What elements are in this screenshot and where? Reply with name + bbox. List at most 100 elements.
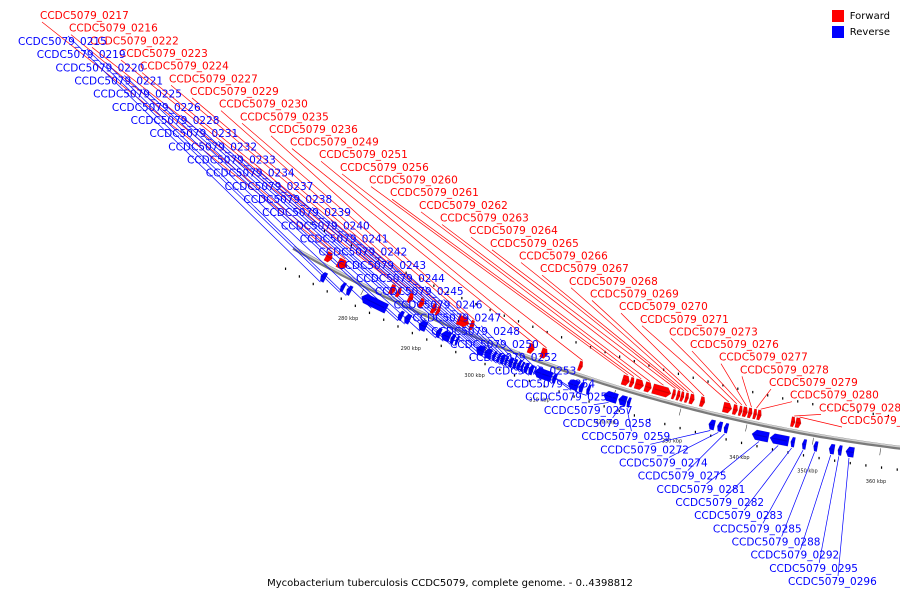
gene-shade <box>690 398 695 401</box>
guide-dot <box>461 296 463 300</box>
gene-arrow-CCDC5079_0271 <box>721 401 733 414</box>
gene-label-CCDC5079_0248: CCDC5079_0248 <box>431 326 520 338</box>
scale-tick-label: 320 kbp <box>595 419 615 425</box>
guide-dot <box>812 402 814 406</box>
gene-shade <box>419 323 426 328</box>
gene-arrow-CCDC5079_0273 <box>731 404 738 416</box>
gene-arrow-CCDC5079_0246 <box>519 361 526 373</box>
leader-line-CCDC5079_0230 <box>220 110 442 306</box>
legend-entry-reverse: Reverse <box>831 24 890 40</box>
gene-shade <box>397 291 401 294</box>
guide-dot <box>797 400 799 403</box>
gene-shade <box>846 450 854 454</box>
gene-arrow-CCDC5079_0255 <box>585 384 592 396</box>
guide-dot <box>419 278 421 281</box>
gene-shade <box>604 394 617 399</box>
gene-label-CCDC5079_0295: CCDC5079_0295 <box>769 563 858 575</box>
guide-dot <box>604 350 606 354</box>
guide-dot <box>546 330 548 334</box>
gene-arrow-CCDC5079_0247 <box>523 362 530 374</box>
gene-shade <box>326 255 332 260</box>
leader-line-CCDC5079_0266 <box>520 262 681 391</box>
guide-dot <box>849 461 851 465</box>
gene-arrow-CCDC5079_0264 <box>651 383 672 398</box>
gene-shade <box>520 365 524 368</box>
gene-shade <box>654 388 670 394</box>
guide-dot <box>588 400 590 403</box>
guide-dot <box>573 395 575 398</box>
scale-tick-label: 290 kbp <box>401 346 421 352</box>
leader-line-CCDC5079_0273 <box>670 338 737 405</box>
gene-arrow-CCDC5079_0241 <box>499 353 507 365</box>
gene-arrow-CCDC5079_0278 <box>746 407 753 419</box>
gene-label-CCDC5079_0282: CCDC5079_0282 <box>675 497 764 509</box>
gene-arrow-CCDC5079_0253 <box>567 379 581 392</box>
gene-label-CCDC5079_0272: CCDC5079_0272 <box>600 444 689 456</box>
gene-arrow-CCDC5079_0295 <box>837 445 843 456</box>
gene-shade <box>535 371 551 378</box>
gene-shade <box>485 351 491 355</box>
gene-shade <box>622 379 629 383</box>
guide-dot <box>484 362 486 366</box>
leader-line-CCDC5079_0257 <box>593 402 609 406</box>
gene-label-CCDC5079_0232: CCDC5079_0232 <box>168 141 257 153</box>
guide-dot <box>725 438 727 441</box>
gene-label-CCDC5079_0259: CCDC5079_0259 <box>581 431 670 443</box>
gene-arrow-CCDC5079_0220 <box>345 285 354 297</box>
guide-dot <box>469 356 471 360</box>
gene-label-CCDC5079_0227: CCDC5079_0227 <box>169 73 258 85</box>
gene-label-CCDC5079_0279: CCDC5079_0279 <box>769 377 858 389</box>
gene-label-CCDC5079_0245: CCDC5079_0245 <box>375 286 464 298</box>
gene-label-CCDC5079_0296: CCDC5079_0296 <box>788 576 877 588</box>
gene-arrow-CCDC5079_0288 <box>813 441 819 452</box>
gene-shade <box>748 412 752 414</box>
gene-arrow-CCDC5079_0237 <box>476 344 487 357</box>
leader-line-CCDC5079_0216 <box>70 34 346 260</box>
leader-line-CCDC5079_0278 <box>741 376 752 408</box>
gene-arrow-CCDC5079_0259 <box>626 397 632 408</box>
backbone-line <box>292 246 900 450</box>
guide-dot <box>756 445 758 448</box>
gene-arrow-CCDC5079_0244 <box>512 358 519 370</box>
gene-label-CCDC5079_0249: CCDC5079_0249 <box>290 137 379 149</box>
strand-legend: Forward Reverse <box>831 8 890 40</box>
gene-shade <box>505 359 508 362</box>
gene-arrow-CCDC5079_0230 <box>434 305 442 316</box>
gene-shade <box>321 275 326 279</box>
guide-dot <box>489 308 491 312</box>
gene-shade <box>552 377 557 380</box>
gene-arrow-CCDC5079_0276 <box>737 405 743 417</box>
gene-arrow-CCDC5079_0215 <box>319 271 329 283</box>
gene-arrow-CCDC5079_0280 <box>756 409 762 421</box>
leader-line-CCDC5079_0288 <box>781 452 815 537</box>
scale-tick-label: 280 kbp <box>338 316 358 322</box>
guide-dot <box>782 397 784 400</box>
scale-tick-label: 350 kbp <box>797 468 817 474</box>
gene-label-CCDC5079_0238: CCDC5079_0238 <box>243 194 332 206</box>
gene-label-CCDC5079_0288: CCDC5079_0288 <box>732 536 821 548</box>
guide-dot <box>865 464 867 467</box>
leader-line-CCDC5079_0227 <box>170 85 425 299</box>
forward-swatch <box>831 10 844 22</box>
guide-dot <box>312 282 314 286</box>
gene-label-CCDC5079_0253: CCDC5079_0253 <box>488 365 577 377</box>
leader-line-CCDC5079_0285 <box>762 450 804 524</box>
guide-dot <box>802 454 805 457</box>
scale-tick-label: 300 kbp <box>464 373 484 379</box>
gene-arrow-CCDC5079_0226 <box>404 313 413 325</box>
leader-line-CCDC5079_0239 <box>311 206 493 362</box>
guide-dot <box>298 275 300 278</box>
gene-label-CCDC5079_0276: CCDC5079_0276 <box>690 339 779 351</box>
scale-tick-label: 310 kbp <box>529 398 549 404</box>
gene-shade <box>723 406 732 410</box>
gene-label-CCDC5079_0225: CCDC5079_0225 <box>93 89 182 101</box>
guide-dot <box>679 426 681 430</box>
guide-dot <box>827 405 829 409</box>
leader-line-CCDC5079_0271 <box>641 325 730 403</box>
leader-line-CCDC5079_0236 <box>270 135 475 321</box>
gene-arrow-CCDC5079_0281 <box>751 429 770 443</box>
gene-shade <box>717 425 722 428</box>
gene-arrow-CCDC5079_0240 <box>496 352 502 363</box>
gene-arrow-CCDC5079_0242 <box>503 355 510 366</box>
